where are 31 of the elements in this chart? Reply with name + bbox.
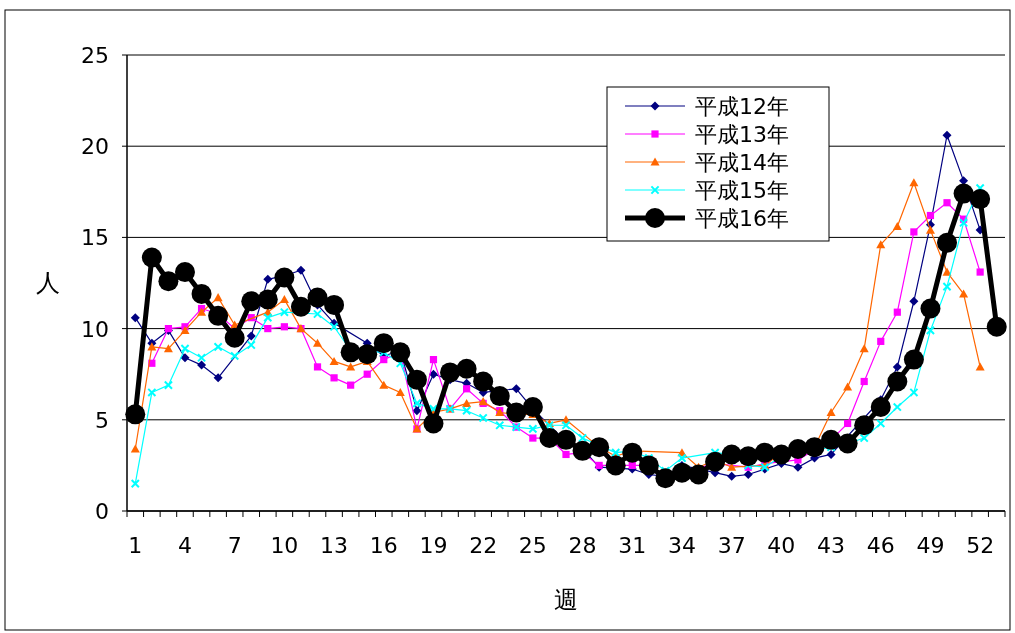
x-tick-label: 40 — [767, 533, 796, 558]
legend-label: 平成14年 — [695, 150, 789, 175]
legend-label: 平成16年 — [695, 206, 789, 231]
x-tick-label: 1 — [128, 533, 143, 558]
y-tick-label: 25 — [81, 43, 109, 68]
x-tick-label: 10 — [270, 533, 299, 558]
x-tick-label: 46 — [866, 533, 895, 558]
y-tick-label: 20 — [81, 134, 109, 160]
legend-label: 平成13年 — [695, 122, 789, 147]
x-tick-label: 28 — [568, 533, 597, 558]
x-tick-label: 31 — [618, 533, 647, 558]
x-tick-label: 16 — [369, 533, 398, 558]
legend-label: 平成15年 — [695, 178, 789, 203]
x-tick-label: 7 — [227, 533, 242, 558]
y-tick-label: 15 — [81, 225, 109, 251]
x-axis-title: 週 — [554, 586, 578, 614]
y-axis-title: 人 — [36, 269, 60, 297]
x-tick-label: 22 — [469, 533, 498, 558]
y-tick-label: 0 — [95, 499, 109, 524]
x-tick-label: 43 — [817, 533, 846, 558]
x-tick-label: 25 — [518, 533, 547, 558]
x-tick-label: 49 — [916, 533, 945, 558]
x-tick-label: 13 — [320, 533, 349, 558]
y-tick-label: 5 — [95, 407, 109, 433]
x-tick-label: 19 — [419, 533, 448, 558]
x-tick-label: 4 — [177, 533, 192, 558]
legend-label: 平成12年 — [695, 94, 789, 119]
x-tick-label: 34 — [667, 533, 696, 558]
x-tick-label: 52 — [966, 533, 995, 558]
y-tick-label: 10 — [81, 316, 109, 342]
x-tick-label: 37 — [717, 533, 746, 558]
